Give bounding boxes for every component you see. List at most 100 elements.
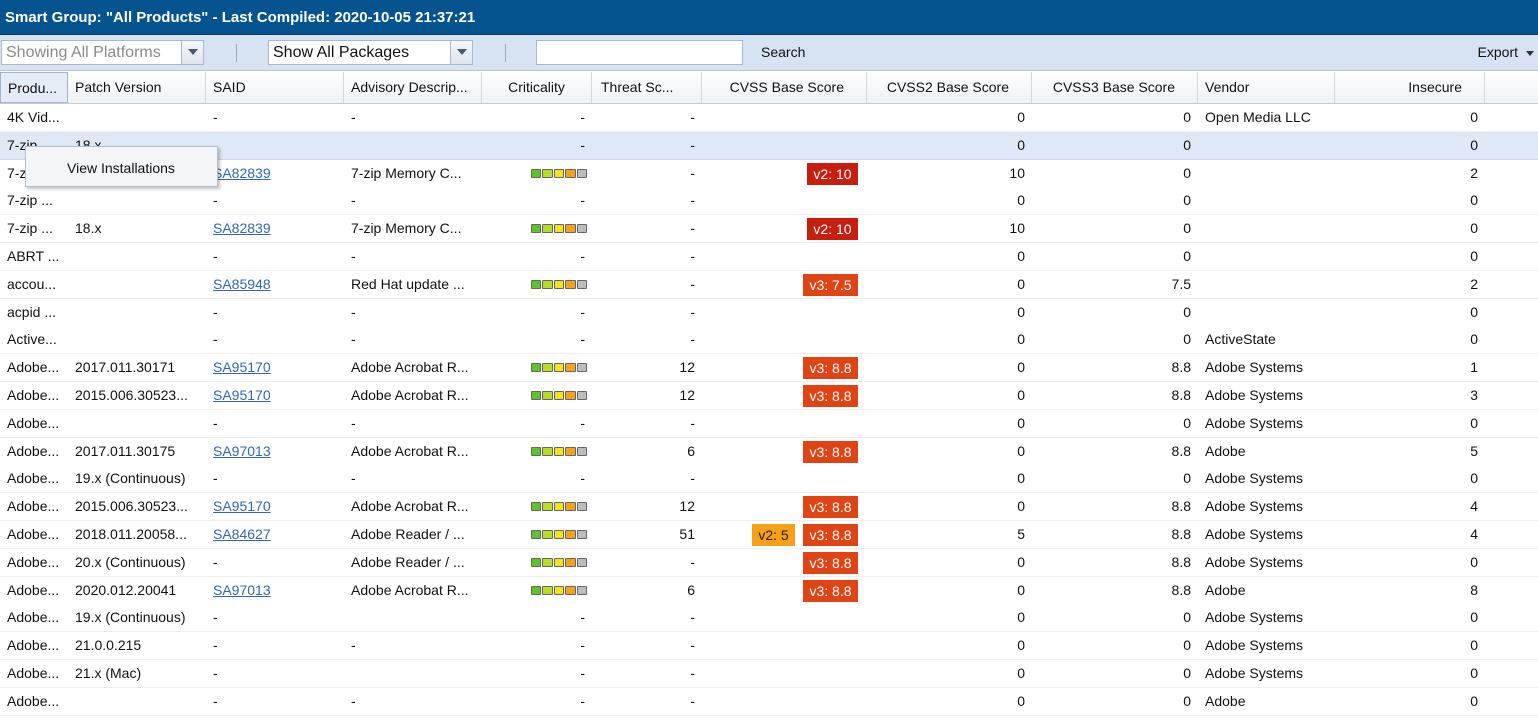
criticality-segment xyxy=(542,502,553,511)
product-cell: Adobe... xyxy=(7,693,60,709)
table-row[interactable]: 7-zip ... 18.x - -0 0 0 xyxy=(0,132,1538,160)
table-row[interactable]: 4K Vid... - - - - 0 0 Open Media LLC 0 xyxy=(0,104,1538,132)
criticality-cell: - xyxy=(580,693,585,709)
cvss3-score-cell: 8.8 xyxy=(1171,582,1191,598)
table-row[interactable]: Adobe... 2015.006.30523... SA95170 Adobe Ac… xyxy=(0,382,1538,410)
column-header-vendor[interactable]: Vendor xyxy=(1198,72,1335,103)
said-cell-link[interactable]: SA95170 xyxy=(213,387,271,403)
search-input[interactable] xyxy=(536,40,743,65)
column-header-insecure[interactable]: Insecure xyxy=(1335,72,1485,103)
export-button[interactable]: Export xyxy=(1478,35,1534,70)
table-row[interactable]: Adobe... 2017.011.30171 SA95170 Adobe Acrob… xyxy=(0,354,1538,382)
table-row[interactable]: Active... - - - - 0 0 ActiveState 0 xyxy=(0,326,1538,354)
said-cell[interactable]: SA84627 xyxy=(206,521,344,548)
vendor-cell xyxy=(1198,132,1335,159)
criticality-segment xyxy=(531,586,542,595)
said-cell-link[interactable]: SA84627 xyxy=(213,526,271,542)
threat-score-cell: - xyxy=(690,609,695,625)
search-button[interactable]: Search xyxy=(761,44,806,60)
table-row[interactable]: accou... SA85948 Red Hat update ... - v3: 7.… xyxy=(0,271,1538,299)
advisory-cell: 7-zip Memory C... xyxy=(351,165,462,181)
table-row[interactable]: Adobe... 19.x (Continuous) - - - - 0 0 Adobe Sys… xyxy=(0,465,1538,493)
threat-score-cell: - xyxy=(690,665,695,681)
product-cell: ABRT ... xyxy=(7,248,60,264)
context-menu-item-view-installations[interactable]: View Installations xyxy=(67,160,175,176)
vendor-cell xyxy=(1198,299,1335,326)
column-header-cvss2-base-score[interactable]: CVSS2 Base Score xyxy=(867,72,1032,103)
packages-select[interactable]: Show All Packages xyxy=(268,40,473,65)
criticality-segment xyxy=(531,558,542,567)
said-cell-link[interactable]: SA97013 xyxy=(213,582,271,598)
cvss2-score-cell: 0 xyxy=(1017,248,1025,264)
said-cell-link[interactable]: SA82839 xyxy=(213,220,271,236)
product-cell: 7-zip ... xyxy=(7,192,53,208)
patch-version-cell xyxy=(68,187,206,214)
column-header-cvss3-base-score[interactable]: CVSS3 Base Score xyxy=(1032,72,1198,103)
table-row[interactable]: 7-zip ... - - - - 0 0 0 xyxy=(0,187,1538,215)
said-cell[interactable]: SA97013 xyxy=(206,438,344,465)
table-row[interactable]: Adobe... 2017.011.30175 SA97013 Adobe Acrob… xyxy=(0,438,1538,466)
table-row[interactable]: 7-zip ... 18.x SA82839 7-zip Memory C... - v2… xyxy=(0,215,1538,243)
table-row[interactable]: acpid ... - - - - 0 0 0 xyxy=(0,299,1538,327)
patch-version-cell xyxy=(68,104,206,131)
platform-dropdown-chevron-icon[interactable] xyxy=(181,41,203,64)
said-cell-link[interactable]: SA95170 xyxy=(213,498,271,514)
said-cell[interactable]: SA82839 xyxy=(206,160,344,187)
said-cell[interactable]: SA97013 xyxy=(206,577,344,604)
patch-version-cell: 18.x xyxy=(75,220,102,236)
criticality-cell: - xyxy=(580,609,585,625)
criticality-segment xyxy=(531,169,542,178)
table-row[interactable]: Adobe... - - - - 0 0 Adobe 0 xyxy=(0,688,1538,716)
threat-score-cell: 12 xyxy=(679,387,695,403)
cvss3-score-cell: 8.8 xyxy=(1171,387,1191,403)
column-header-threat-score[interactable]: Threat Sc... xyxy=(592,72,702,103)
platform-select[interactable]: Showing All Platforms xyxy=(1,40,204,65)
patch-version-cell xyxy=(68,243,206,270)
advisory-cell: Adobe Reader / ... xyxy=(351,554,465,570)
column-header-cvss-base-score[interactable]: CVSS Base Score xyxy=(702,72,867,103)
said-cell-link[interactable]: SA95170 xyxy=(213,359,271,375)
column-header-product[interactable]: Produ... xyxy=(0,72,68,103)
table-row[interactable]: Adobe... 2018.011.20058... SA84627 Adobe Re… xyxy=(0,521,1538,549)
said-cell[interactable]: SA85948 xyxy=(206,271,344,298)
criticality-cell: - xyxy=(580,637,585,653)
table-row[interactable]: Adobe... 2020.012.20041 SA97013 Adobe Acrob… xyxy=(0,577,1538,605)
table-row[interactable]: Adobe... 20.x (Continuous) - Adobe Reader /… xyxy=(0,549,1538,577)
vendor-cell: Open Media LLC xyxy=(1205,109,1311,125)
criticality-segment xyxy=(576,502,588,511)
column-header-advisory-description[interactable]: Advisory Descrip... xyxy=(344,72,482,103)
insecure-cell: 0 xyxy=(1470,693,1478,709)
column-header-patch-version[interactable]: Patch Version xyxy=(68,72,206,103)
vendor-cell xyxy=(1198,187,1335,214)
table-row[interactable]: Adobe... - - - - 0 0 Adobe Systems 0 xyxy=(0,410,1538,438)
cvss-badge: v3: 7.5 xyxy=(803,274,858,296)
advisory-cell: - xyxy=(351,192,356,208)
table-row[interactable]: ABRT ... - - - - 0 0 0 xyxy=(0,243,1538,271)
said-cell[interactable]: SA95170 xyxy=(206,354,344,381)
patch-version-cell: 2018.011.20058... xyxy=(75,526,187,542)
packages-dropdown-chevron-icon[interactable] xyxy=(450,41,472,64)
table-row[interactable]: Adobe... 19.x (Continuous) - - - 0 0 Adobe Syst… xyxy=(0,604,1538,632)
column-header-criticality[interactable]: Criticality xyxy=(482,72,592,103)
patch-version-cell: 20.x (Continuous) xyxy=(75,554,186,570)
table-row[interactable]: Adobe... 2015.006.30523... SA95170 Adobe Ac… xyxy=(0,493,1538,521)
cvss2-score-cell: 0 xyxy=(1017,276,1025,292)
said-cell[interactable]: SA82839 xyxy=(206,215,344,242)
said-cell-link[interactable]: SA85948 xyxy=(213,276,271,292)
insecure-cell: 0 xyxy=(1470,109,1478,125)
patch-version-cell: 2015.006.30523... xyxy=(75,387,188,403)
advisory-cell: Adobe Acrobat R... xyxy=(351,443,469,459)
vendor-cell: Adobe xyxy=(1205,582,1246,598)
criticality-segment xyxy=(565,363,576,372)
table-row[interactable]: Adobe... 21.x (Mac) - - - 0 0 Adobe Systems 0 xyxy=(0,660,1538,688)
said-cell: - xyxy=(213,609,218,625)
criticality-segment xyxy=(542,224,553,233)
said-cell[interactable]: SA95170 xyxy=(206,382,344,409)
table-row[interactable]: Adobe... 21.0.0.215 - - - - 0 0 Adobe Systems 0 xyxy=(0,632,1538,660)
said-cell-link[interactable]: SA82839 xyxy=(213,165,271,181)
column-header-said[interactable]: SAID xyxy=(206,72,344,103)
threat-score-cell: 6 xyxy=(687,443,695,459)
said-cell-link[interactable]: SA97013 xyxy=(213,443,271,459)
said-cell[interactable]: SA95170 xyxy=(206,493,344,520)
